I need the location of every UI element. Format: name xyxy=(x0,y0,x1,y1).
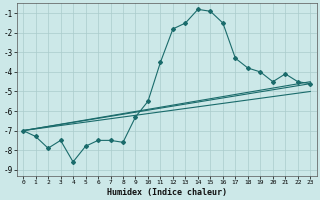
X-axis label: Humidex (Indice chaleur): Humidex (Indice chaleur) xyxy=(107,188,227,197)
